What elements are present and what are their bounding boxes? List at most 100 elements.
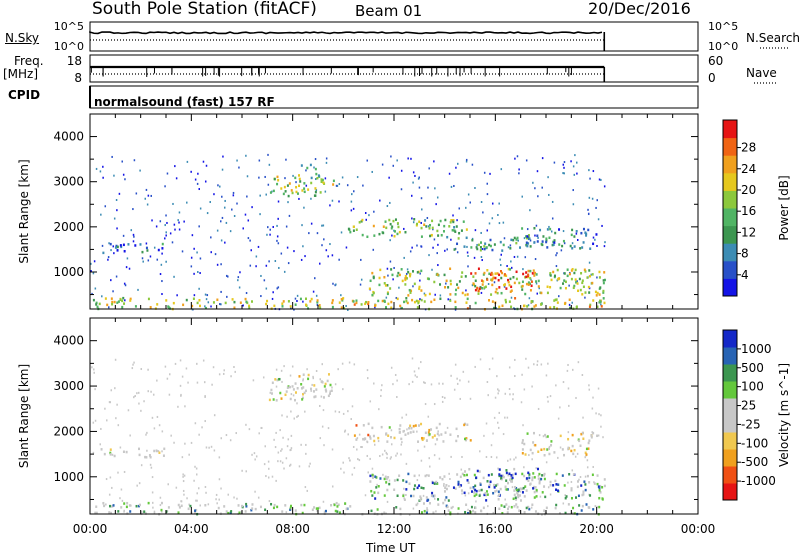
noise-point [445,282,447,285]
data-cell [422,502,425,505]
noise-point [598,178,601,181]
data-cell [435,426,438,430]
data-cell [309,387,312,391]
data-cell [384,220,387,223]
data-cell [429,234,432,238]
noise-point [518,168,520,171]
colorbar-swatch [723,466,737,484]
data-cell [451,229,454,232]
data-cell [507,473,510,477]
data-cell [450,506,453,510]
data-cell [521,487,524,491]
noise-point [495,307,498,310]
y-tick-label: 4000 [53,130,84,144]
data-cell [401,279,404,283]
data-cell [98,302,101,306]
data-cell [385,226,388,230]
data-cell [587,441,590,445]
noise-point [204,293,207,296]
noise-point [238,286,241,289]
data-cell [355,424,358,427]
data-cell [404,278,407,282]
data-cell [579,288,582,292]
noise-point [396,395,398,398]
noise-point [528,297,531,300]
noise-point [566,369,569,372]
data-cell [314,187,317,190]
noise-point [435,203,437,206]
noise-point [424,403,427,406]
noise-point [113,252,115,255]
data-cell [96,305,99,309]
noise-point [269,391,272,394]
data-cell [402,494,405,498]
noise-point [334,410,337,413]
data-cell [521,452,524,455]
noise-point [247,219,250,222]
data-cell [302,386,305,389]
data-cell [436,229,439,233]
noise-point [446,426,449,429]
noise-point [145,242,148,245]
data-cell [314,190,317,194]
noise-point [411,246,413,249]
data-cell [385,433,388,436]
noise-point [449,477,451,480]
data-cell [304,303,307,307]
data-cell [104,297,107,300]
data-cell [319,306,322,310]
data-cell [584,488,587,492]
noise-point [267,153,269,156]
noise-point [516,255,519,258]
data-cell [390,300,393,304]
noise-point [426,507,428,510]
data-cell [415,503,418,507]
noise-point [596,276,598,279]
noise-point [567,431,570,434]
data-cell [527,479,530,482]
data-cell [449,279,452,283]
data-cell [399,424,402,427]
noise-point [416,502,419,505]
noise-point [267,460,270,463]
noise-point [423,445,426,448]
noise-point [588,196,591,199]
noise-point [519,490,522,493]
noise-point [194,422,197,425]
noise-point [548,193,550,196]
noise-point [128,267,131,270]
noise-point [174,165,176,168]
data-cell [532,441,535,444]
colorbar-swatch [723,190,737,209]
noise-point [492,511,495,514]
data-cell [120,245,123,249]
data-cell [515,270,518,274]
data-cell [463,423,466,427]
noise-point [204,395,206,398]
noise-point [196,362,198,365]
noise-point [576,280,578,283]
noise-point [238,166,240,169]
noise-point [199,207,202,210]
data-cell [100,448,103,451]
noise-point [557,456,559,459]
noise-point [578,478,580,481]
data-cell [284,504,287,507]
noise-point [220,303,222,306]
noise-point [175,486,178,489]
noise-point [602,436,604,439]
data-cell [419,497,422,500]
data-cell [501,512,504,515]
data-cell [447,286,450,289]
noise-point [331,254,334,257]
noise-point [181,456,184,459]
data-cell [598,489,601,492]
data-cell [310,181,313,185]
data-cell [424,219,427,222]
data-cell [507,267,510,271]
noise-point [444,513,447,516]
noise-point [140,409,142,412]
noise-point [180,500,182,503]
y-tick-label: 3000 [53,175,84,189]
data-cell [371,426,374,430]
